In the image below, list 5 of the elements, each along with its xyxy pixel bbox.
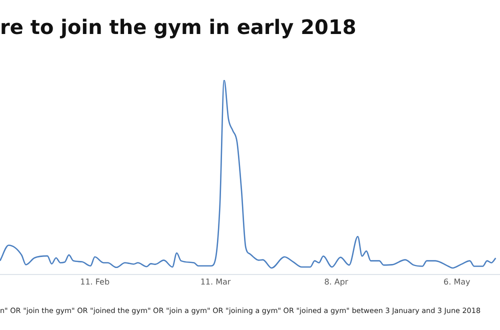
chart-title: re to join the gym in early 2018 <box>0 15 356 39</box>
x-tick-label: 6. May <box>444 277 471 286</box>
x-tick-label: 11. Mar <box>200 277 232 286</box>
x-tick-label: 11. Feb <box>80 277 110 286</box>
x-tick-label: 8. Apr <box>324 277 349 286</box>
